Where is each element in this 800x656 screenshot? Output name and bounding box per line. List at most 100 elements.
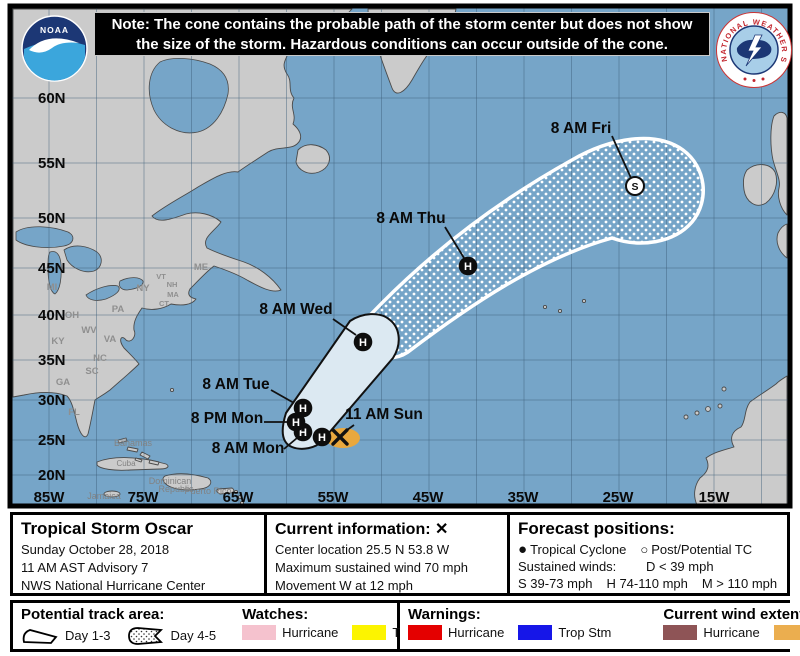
lake-huron bbox=[63, 245, 102, 273]
svg-text:H: H bbox=[464, 261, 472, 273]
longitude-labels: 85W 75W 65W 55W 45W 35W 25W 15W bbox=[34, 489, 731, 506]
storm-agency: NWS National Hurricane Center bbox=[21, 578, 206, 593]
cone-note: Note: The cone contains the probable pat… bbox=[94, 12, 710, 56]
note-line-2: the size of the storm. Hazardous conditi… bbox=[136, 36, 668, 53]
svg-text:GA: GA bbox=[56, 377, 70, 388]
svg-text:20N: 20N bbox=[38, 467, 66, 484]
azores-island bbox=[557, 308, 563, 314]
svg-text:55N: 55N bbox=[38, 155, 66, 172]
svg-text:ME: ME bbox=[194, 262, 208, 273]
jamaica bbox=[103, 490, 121, 498]
antilles-island bbox=[233, 489, 239, 495]
warnings-title: Warnings: bbox=[408, 606, 481, 623]
wind-category-h: H 74-110 mph bbox=[606, 576, 688, 591]
tropstm-warning-label: Trop Stm bbox=[558, 625, 612, 640]
hispaniola bbox=[162, 473, 212, 491]
svg-text:H: H bbox=[292, 417, 300, 429]
svg-text:NOAA: NOAA bbox=[40, 25, 69, 35]
marker-h: H bbox=[353, 332, 373, 352]
svg-text:CT: CT bbox=[159, 299, 169, 308]
wind-extent-title: Current wind extent: bbox=[663, 606, 800, 623]
svg-text:35W: 35W bbox=[508, 489, 540, 506]
puerto-rico bbox=[216, 487, 235, 495]
potential-track-area-title: Potential track area: bbox=[21, 606, 165, 623]
svg-text:15W: 15W bbox=[699, 489, 731, 506]
svg-text:35N: 35N bbox=[38, 352, 66, 369]
day13-label: Day 1-3 bbox=[65, 628, 111, 643]
iberia bbox=[776, 223, 788, 259]
note-line-1: Note: The cone contains the probable pat… bbox=[111, 16, 693, 33]
svg-text:VA: VA bbox=[104, 334, 117, 345]
map-frame bbox=[7, 3, 793, 509]
svg-text:NC: NC bbox=[93, 353, 107, 364]
track-area-watches-legend: Potential track area: Day 1-3 Day 4-5 Wa… bbox=[13, 603, 445, 649]
marker-current-x bbox=[331, 428, 349, 446]
center-location: Center location 25.5 N 53.8 W bbox=[275, 542, 450, 557]
tropstm-warning-swatch bbox=[518, 625, 553, 640]
ireland bbox=[743, 164, 777, 206]
svg-text:45N: 45N bbox=[38, 260, 66, 277]
place-labels: Bahamas Cuba Jamaica Dominican Republic … bbox=[87, 438, 231, 501]
svg-text:H: H bbox=[299, 427, 307, 439]
hurricane-watch-label: Hurricane bbox=[282, 625, 339, 640]
marker-h: H bbox=[286, 412, 306, 432]
svg-text:85W: 85W bbox=[34, 489, 66, 506]
current-info-title: Current information: bbox=[275, 521, 431, 538]
time-labels: 11 AM Sun 8 AM Mon 8 PM Mon 8 AM Tue 8 A… bbox=[191, 120, 611, 457]
nws-lightning-icon bbox=[745, 34, 763, 67]
lake-michigan bbox=[47, 251, 62, 295]
noaa-logo: NOAA bbox=[21, 15, 88, 87]
svg-text:PA: PA bbox=[112, 304, 125, 315]
svg-text:75W: 75W bbox=[128, 489, 160, 506]
lake-erie bbox=[85, 285, 120, 301]
bahamas-islands bbox=[117, 437, 160, 466]
svg-text:Bahamas: Bahamas bbox=[114, 438, 153, 448]
hurricane-warning-swatch bbox=[408, 625, 442, 640]
time-label: 8 PM Mon bbox=[191, 410, 263, 427]
svg-text:Republic: Republic bbox=[158, 484, 194, 494]
lake-ontario bbox=[118, 277, 144, 291]
latitude-labels: 60N 55N 50N 45N 40N 35N 30N 25N 20N bbox=[38, 90, 66, 484]
svg-text:55W: 55W bbox=[318, 489, 350, 506]
africa bbox=[694, 375, 788, 506]
potential-track-area-group: Potential track area: Day 1-3 Day 4-5 bbox=[21, 606, 224, 649]
time-label: 8 AM Fri bbox=[551, 120, 612, 137]
svg-text:SC: SC bbox=[85, 366, 98, 377]
svg-text:NH: NH bbox=[167, 280, 178, 289]
cone-day13-icon bbox=[22, 629, 58, 644]
azores-island bbox=[581, 298, 587, 304]
leader-lines bbox=[264, 135, 632, 450]
svg-text:45W: 45W bbox=[413, 489, 445, 506]
warnings-group: Warnings: Hurricane Trop Stm bbox=[408, 606, 619, 649]
canary-island bbox=[683, 414, 689, 420]
tropical-cyclone-icon: ● bbox=[518, 541, 528, 558]
time-label: 8 AM Tue bbox=[202, 376, 270, 393]
svg-text:Jamaica: Jamaica bbox=[87, 491, 121, 501]
wind-extent-group: Current wind extent: Hurricane Trop Stm bbox=[663, 606, 800, 649]
svg-text:50N: 50N bbox=[38, 210, 66, 227]
canary-island bbox=[717, 403, 723, 409]
svg-text:MA: MA bbox=[167, 290, 179, 299]
watches-title: Watches: bbox=[242, 606, 309, 623]
svg-text:FL: FL bbox=[68, 407, 80, 418]
svg-text:65W: 65W bbox=[223, 489, 255, 506]
wind-category-d: D < 39 mph bbox=[646, 559, 714, 574]
tropstm-extent-swatch bbox=[773, 625, 800, 640]
bermuda bbox=[169, 387, 175, 393]
antilles-island bbox=[237, 494, 243, 500]
time-label: 8 AM Thu bbox=[376, 210, 445, 227]
state-labels: ME VT NH MA CT NY PA OH MI WV VA KY NC S… bbox=[47, 262, 208, 418]
svg-text:60N: 60N bbox=[38, 90, 66, 107]
wind-category-m: M > 110 mph bbox=[701, 576, 778, 591]
svg-text:Puerto Rico: Puerto Rico bbox=[184, 486, 231, 496]
inland-water bbox=[15, 19, 233, 301]
canary-island bbox=[705, 406, 711, 412]
time-label: 8 AM Wed bbox=[259, 301, 332, 318]
north-america bbox=[12, 8, 353, 438]
info-panel-row: Tropical Storm Oscar Sunday October 28, … bbox=[10, 512, 790, 596]
legend-row: Potential track area: Day 1-3 Day 4-5 Wa… bbox=[10, 600, 800, 652]
lake-superior bbox=[15, 226, 74, 248]
svg-text:Dominican: Dominican bbox=[149, 476, 192, 486]
current-info-panel: Current information: ✕ Center location 2… bbox=[267, 515, 507, 593]
